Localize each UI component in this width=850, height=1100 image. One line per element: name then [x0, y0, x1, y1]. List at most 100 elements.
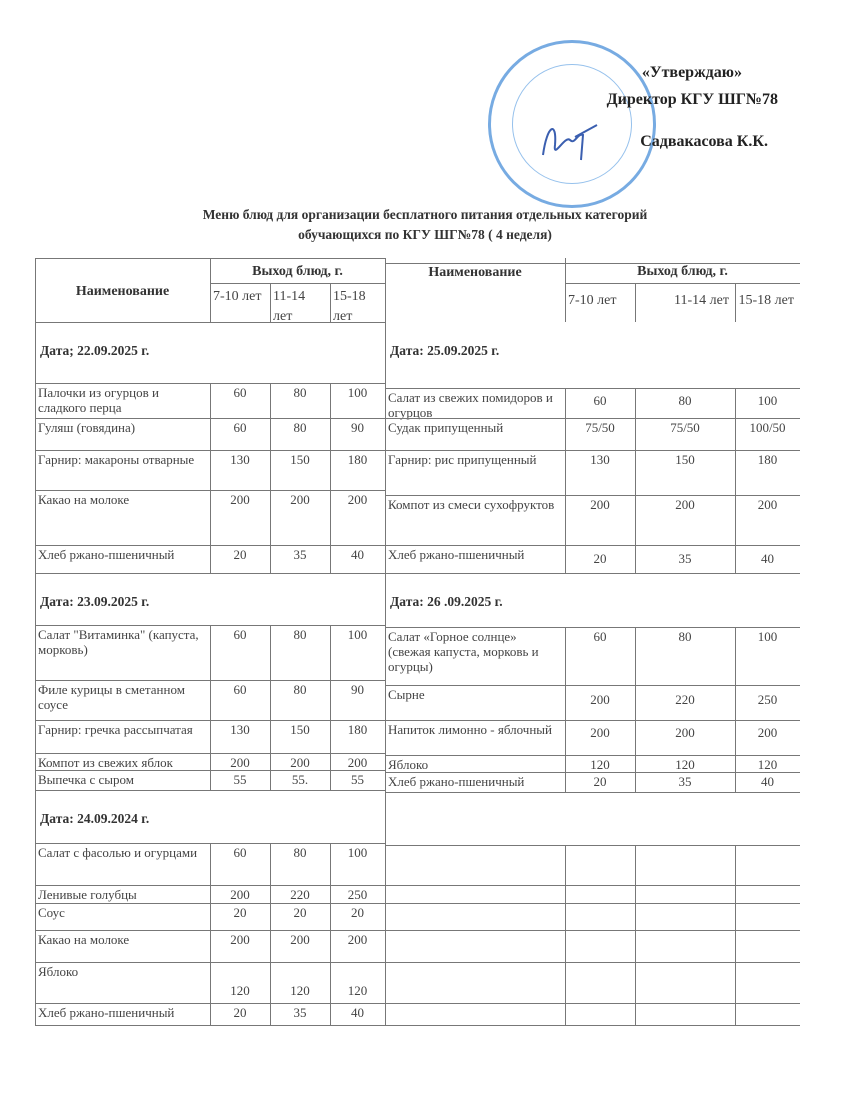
yield-value: 60 [233, 420, 247, 435]
column-divider [565, 418, 566, 450]
column-divider [210, 843, 211, 885]
yield-value: 150 [290, 722, 310, 737]
yield-value: 80 [293, 627, 307, 642]
row-divider [385, 720, 800, 721]
dish-name: Гарнир: макароны отварные [38, 452, 195, 467]
column-divider [330, 720, 331, 753]
column-divider [210, 903, 211, 930]
yield-value: 90 [351, 420, 364, 435]
yield-value: 200 [347, 932, 368, 947]
dish-name: Компот из свежих яблок [38, 755, 173, 770]
column-divider [385, 258, 386, 1025]
column-divider [735, 720, 736, 755]
column-divider [565, 845, 566, 1025]
date-heading: Дата: 23.09.2025 г. [40, 594, 150, 609]
column-divider [635, 495, 636, 545]
column-divider [330, 680, 331, 720]
official-stamp [488, 40, 656, 208]
column-divider [330, 283, 331, 322]
yield-value: 200 [347, 755, 368, 770]
column-header-age: 15-18 лет [738, 293, 794, 308]
column-divider [210, 383, 211, 418]
column-header-yield: Выход блюд, г. [637, 264, 728, 279]
column-divider [270, 962, 271, 1003]
yield-value: 55. [291, 772, 309, 787]
yield-value: 220 [675, 692, 695, 707]
column-divider [565, 720, 566, 755]
dish-name: Хлеб ржано-пшеничный [38, 1005, 175, 1020]
column-divider [210, 770, 211, 790]
yield-value: 80 [678, 629, 692, 644]
column-divider [735, 627, 736, 685]
yield-value: 60 [593, 393, 607, 408]
column-divider [330, 1003, 331, 1025]
column-divider [270, 843, 271, 885]
dish-name: Гарнир: рис припущенный [388, 452, 537, 467]
column-divider [635, 450, 636, 495]
row-divider [385, 1025, 800, 1026]
yield-value: 150 [675, 452, 695, 467]
yield-value: 60 [233, 627, 247, 642]
yield-value: 60 [233, 682, 247, 697]
column-header-age: 7-10 лет [568, 293, 617, 308]
column-divider [270, 545, 271, 573]
column-divider [330, 962, 331, 1003]
approval-name: Садвакасова К.К. [640, 133, 768, 150]
column-divider [210, 680, 211, 720]
column-divider [270, 680, 271, 720]
yield-value: 120 [230, 983, 250, 998]
row-divider [210, 283, 385, 284]
column-divider [270, 383, 271, 418]
row-divider [385, 418, 800, 419]
row-divider [385, 263, 800, 264]
column-divider [330, 843, 331, 885]
column-header-age: 11-14 лет [273, 289, 306, 324]
column-divider [330, 383, 331, 418]
column-divider [210, 1003, 211, 1025]
dish-name: Хлеб ржано-пшеничный [388, 774, 525, 789]
column-divider [330, 753, 331, 770]
dish-name: Палочки из огурцов и сладкого перца [38, 385, 159, 415]
column-divider [35, 258, 36, 1025]
column-divider [210, 490, 211, 545]
column-header-yield: Выход блюд, г. [252, 264, 343, 279]
date-heading: Дата; 22.09.2025 г. [40, 343, 150, 358]
yield-value: 200 [590, 497, 610, 512]
column-divider [635, 720, 636, 755]
yield-value: 250 [757, 692, 778, 707]
yield-value: 20 [233, 547, 247, 562]
column-divider [330, 885, 331, 903]
yield-value: 35 [293, 1005, 307, 1020]
row-divider [385, 388, 800, 389]
column-divider [735, 283, 736, 322]
column-divider [270, 283, 271, 322]
yield-value: 75/50 [585, 420, 615, 435]
column-divider [210, 930, 211, 962]
yield-value: 60 [233, 845, 247, 860]
row-divider [35, 1025, 385, 1026]
row-divider [385, 930, 800, 931]
approval-position: Директор КГУ ШГ№78 [606, 91, 778, 108]
column-divider [565, 258, 566, 322]
column-divider [635, 388, 636, 418]
dish-name: Хлеб ржано-пшеничный [388, 547, 525, 562]
dish-name: Компот из смеси сухофруктов [388, 497, 555, 512]
document-subtitle: обучающихся по КГУ ШГ№78 ( 4 неделя) [298, 227, 552, 242]
row-divider [35, 322, 385, 323]
column-divider [735, 755, 736, 772]
yield-value: 35 [293, 547, 307, 562]
yield-value: 100 [347, 627, 368, 642]
yield-value: 20 [233, 905, 247, 920]
yield-value: 80 [293, 420, 307, 435]
column-divider [270, 1003, 271, 1025]
column-divider [565, 685, 566, 720]
yield-value: 200 [757, 497, 778, 512]
column-divider [330, 490, 331, 545]
column-divider [565, 388, 566, 418]
yield-value: 200 [230, 932, 250, 947]
column-divider [635, 772, 636, 792]
row-divider [385, 903, 800, 904]
column-divider [735, 685, 736, 720]
yield-value: 200 [757, 725, 778, 740]
yield-value: 35 [678, 774, 692, 789]
